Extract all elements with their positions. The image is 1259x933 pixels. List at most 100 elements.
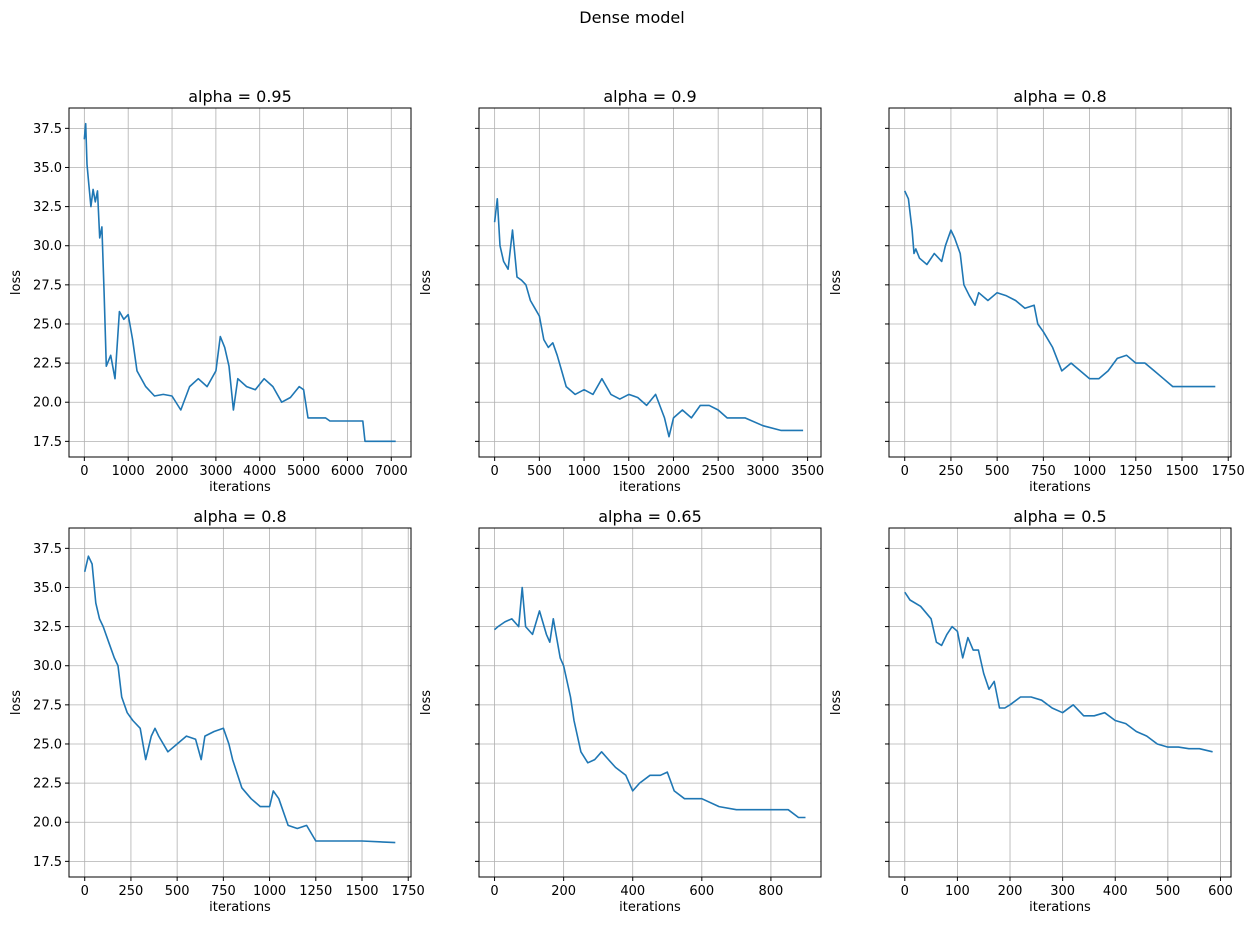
y-tick-label: 20.0 — [33, 396, 62, 411]
subplot-title: alpha = 0.8 — [193, 507, 286, 526]
y-tick-label: 20.0 — [33, 816, 62, 831]
x-tick-label: 1500 — [345, 884, 378, 899]
x-axis-label: iterations — [619, 480, 681, 495]
y-axis-label: loss — [829, 270, 844, 295]
y-tick-label: 30.0 — [33, 239, 62, 254]
y-tick-label: 22.5 — [33, 777, 62, 792]
x-tick-label: 1000 — [1073, 464, 1106, 479]
y-tick-label: 32.5 — [33, 620, 62, 635]
x-tick-label: 500 — [1155, 884, 1180, 899]
axes-frame — [888, 107, 1232, 458]
x-tick-label: 0 — [81, 884, 89, 899]
x-tick-label: 2000 — [155, 464, 188, 479]
subplot-title: alpha = 0.5 — [1013, 507, 1106, 526]
x-tick-label: 4000 — [243, 464, 276, 479]
x-tick-label: 600 — [689, 884, 714, 899]
subplot-grid: 0 1000 2000 3000 4000 5000 6000 700017.520.022.… — [9, 87, 1245, 915]
x-axis-label: iterations — [1029, 480, 1091, 495]
x-tick-label: 400 — [620, 884, 645, 899]
y-tick-label: 27.5 — [33, 698, 62, 713]
x-tick-label: 1750 — [392, 884, 425, 899]
x-tick-label: 3000 — [746, 464, 779, 479]
y-tick-label: 35.0 — [33, 581, 62, 596]
x-tick-label: 200 — [551, 884, 576, 899]
y-tick-label: 27.5 — [33, 278, 62, 293]
x-tick-label: 0 — [80, 464, 88, 479]
subplot-3: 0 250 500 750 1000 1250 1500 1750 alpha = 0.8 ite… — [829, 87, 1245, 495]
x-tick-label: 750 — [1031, 464, 1056, 479]
x-tick-label: 1000 — [568, 464, 601, 479]
series-line-1 — [493, 586, 806, 819]
axes-frame — [68, 527, 412, 878]
subplot-6: 0 100 200 300 400 500 600 alpha = 0.5 iterations… — [829, 507, 1233, 915]
x-tick-label: 0 — [901, 464, 909, 479]
subplot-title: alpha = 0.95 — [188, 87, 292, 106]
x-tick-label: 300 — [1050, 884, 1075, 899]
y-tick-label: 17.5 — [33, 435, 62, 450]
y-tick-label: 25.0 — [33, 737, 62, 752]
subplot-title: alpha = 0.65 — [598, 507, 702, 526]
x-axis-label: iterations — [209, 480, 271, 495]
subplot-2: 0 500 1000 1500 2000 2500 3000 3500 alpha = 0.9 i… — [419, 87, 824, 495]
x-tick-label: 3500 — [791, 464, 824, 479]
y-axis-label: loss — [419, 690, 434, 715]
y-tick-label: 37.5 — [33, 542, 62, 557]
subplot-5: 0 200 400 600 800 alpha = 0.65 iterations loss — [419, 507, 822, 915]
y-tick-label: 17.5 — [33, 855, 62, 870]
x-tick-label: 500 — [985, 464, 1010, 479]
series-line-1 — [83, 555, 396, 844]
series-line-1 — [493, 198, 804, 438]
x-tick-label: 3000 — [199, 464, 232, 479]
x-tick-label: 500 — [165, 884, 190, 899]
x-tick-label: 250 — [939, 464, 964, 479]
x-tick-label: 1250 — [1119, 464, 1152, 479]
x-tick-label: 600 — [1208, 884, 1233, 899]
y-tick-label: 35.0 — [33, 161, 62, 176]
x-axis-label: iterations — [209, 900, 271, 915]
y-axis-label: loss — [829, 690, 844, 715]
y-axis-label: loss — [9, 690, 24, 715]
series-line-1 — [903, 190, 1216, 388]
series-line-1 — [904, 591, 1213, 753]
x-tick-label: 0 — [491, 464, 499, 479]
x-tick-label: 0 — [901, 884, 909, 899]
y-tick-label: 25.0 — [33, 317, 62, 332]
x-tick-label: 1250 — [299, 884, 332, 899]
axes-frame — [478, 527, 822, 878]
y-tick-label: 32.5 — [33, 200, 62, 215]
subplot-title: alpha = 0.9 — [603, 87, 696, 106]
x-tick-label: 0 — [490, 884, 498, 899]
y-axis-label: loss — [9, 270, 24, 295]
x-axis-label: iterations — [619, 900, 681, 915]
subplot-title: alpha = 0.8 — [1013, 87, 1106, 106]
x-tick-label: 1000 — [253, 884, 286, 899]
axes-frame — [478, 107, 822, 458]
x-tick-label: 400 — [1103, 884, 1128, 899]
x-tick-label: 800 — [758, 884, 783, 899]
y-axis-label: loss — [419, 270, 434, 295]
y-tick-label: 30.0 — [33, 659, 62, 674]
x-tick-label: 1500 — [612, 464, 645, 479]
x-tick-label: 2500 — [702, 464, 735, 479]
x-tick-label: 7000 — [375, 464, 408, 479]
subplot-4: 0 250 500 750 1000 1250 1500 1750 17.5 20.0 22.5 25… — [9, 507, 425, 915]
series-line-1 — [83, 122, 396, 443]
x-tick-label: 200 — [998, 884, 1023, 899]
x-tick-label: 250 — [119, 884, 144, 899]
x-tick-label: 1000 — [112, 464, 145, 479]
figure-suptitle: Dense model — [579, 8, 684, 27]
x-tick-label: 1750 — [1212, 464, 1245, 479]
x-tick-label: 500 — [527, 464, 552, 479]
x-tick-label: 6000 — [331, 464, 364, 479]
axes-frame — [68, 107, 412, 458]
y-tick-label: 37.5 — [33, 122, 62, 137]
x-tick-label: 1500 — [1165, 464, 1198, 479]
x-tick-label: 2000 — [657, 464, 690, 479]
x-tick-label: 100 — [945, 884, 970, 899]
y-tick-label: 22.5 — [33, 357, 62, 372]
x-tick-label: 5000 — [287, 464, 320, 479]
subplot-1: 0 1000 2000 3000 4000 5000 6000 7000 17.5 20.0 22.… — [9, 87, 412, 495]
axes-frame — [888, 527, 1232, 878]
x-tick-label: 750 — [211, 884, 236, 899]
